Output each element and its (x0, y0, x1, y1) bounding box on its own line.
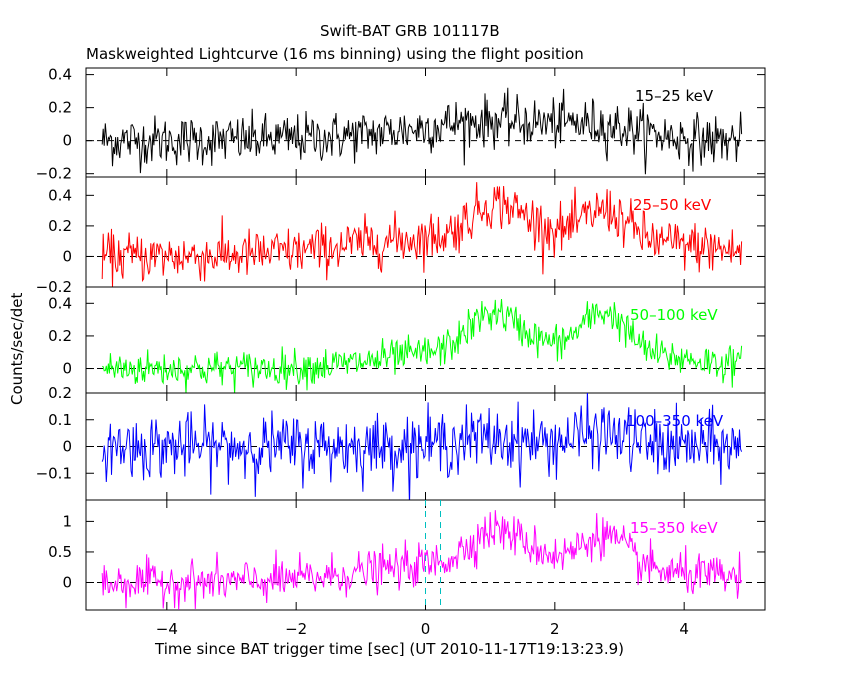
y-tick-label: −0.2 (36, 278, 72, 296)
y-tick-label: 0.4 (48, 294, 72, 312)
y-tick-label: 0.4 (48, 186, 72, 204)
y-tick-label: 0.2 (48, 217, 72, 235)
panel-15-25: −0.2 0 0.2 0.4 15–25 keV (36, 66, 766, 183)
y-tick-label: 0.2 (48, 99, 72, 117)
chart-subtitle: Maskweighted Lightcurve (16 ms binning) … (86, 45, 584, 63)
y-tick-label: 0.2 (48, 384, 72, 402)
series-line-15-350 (101, 510, 743, 610)
series-line-50-100 (102, 298, 743, 393)
band-label-100-350: 100–350 keV (626, 412, 724, 430)
x-axis-label: Time since BAT trigger time [sec] (UT 20… (155, 640, 624, 658)
y-tick-label: 0.5 (48, 543, 72, 561)
y-tick-label: 0 (62, 360, 72, 378)
y-tick-label: 0 (62, 574, 72, 592)
y-tick-label: 1 (62, 512, 72, 530)
y-tick-label: 0 (62, 438, 72, 456)
y-tick-label: 0.1 (48, 411, 72, 429)
panel-15-350: 0 0.5 1 15–350 keV (48, 499, 766, 611)
band-label-15-25: 15–25 keV (635, 87, 714, 105)
x-tick-label: −2 (285, 620, 307, 638)
series-line-25-50 (101, 182, 743, 287)
series-line-15-25 (101, 87, 743, 175)
x-tick-label: 0 (421, 620, 431, 638)
band-label-15-350: 15–350 keV (630, 519, 718, 537)
band-label-50-100: 50–100 keV (630, 306, 718, 324)
x-tick-label: 4 (679, 620, 689, 638)
panel-25-50: −0.2 0 0.2 0.4 25–50 keV (36, 176, 766, 296)
y-tick-label: 0.4 (48, 66, 72, 84)
series-line-100-350 (101, 393, 743, 500)
y-tick-label: 0 (62, 132, 72, 150)
x-tick-label: 2 (550, 620, 560, 638)
panel-50-100: 0 0.2 0.4 50–100 keV (48, 286, 766, 394)
chart-title: Swift-BAT GRB 101117B (320, 22, 500, 40)
y-tick-label: 0.2 (48, 327, 72, 345)
y-axis-label: Counts/sec/det (8, 292, 26, 405)
panel-100-350: −0.1 0 0.1 0.2 100–350 keV (36, 384, 766, 501)
y-tick-label: 0 (62, 247, 72, 265)
band-label-25-50: 25–50 keV (633, 196, 712, 214)
x-tick-label: −4 (156, 620, 178, 638)
y-tick-label: −0.2 (36, 165, 72, 183)
y-tick-label: −0.1 (36, 464, 72, 482)
